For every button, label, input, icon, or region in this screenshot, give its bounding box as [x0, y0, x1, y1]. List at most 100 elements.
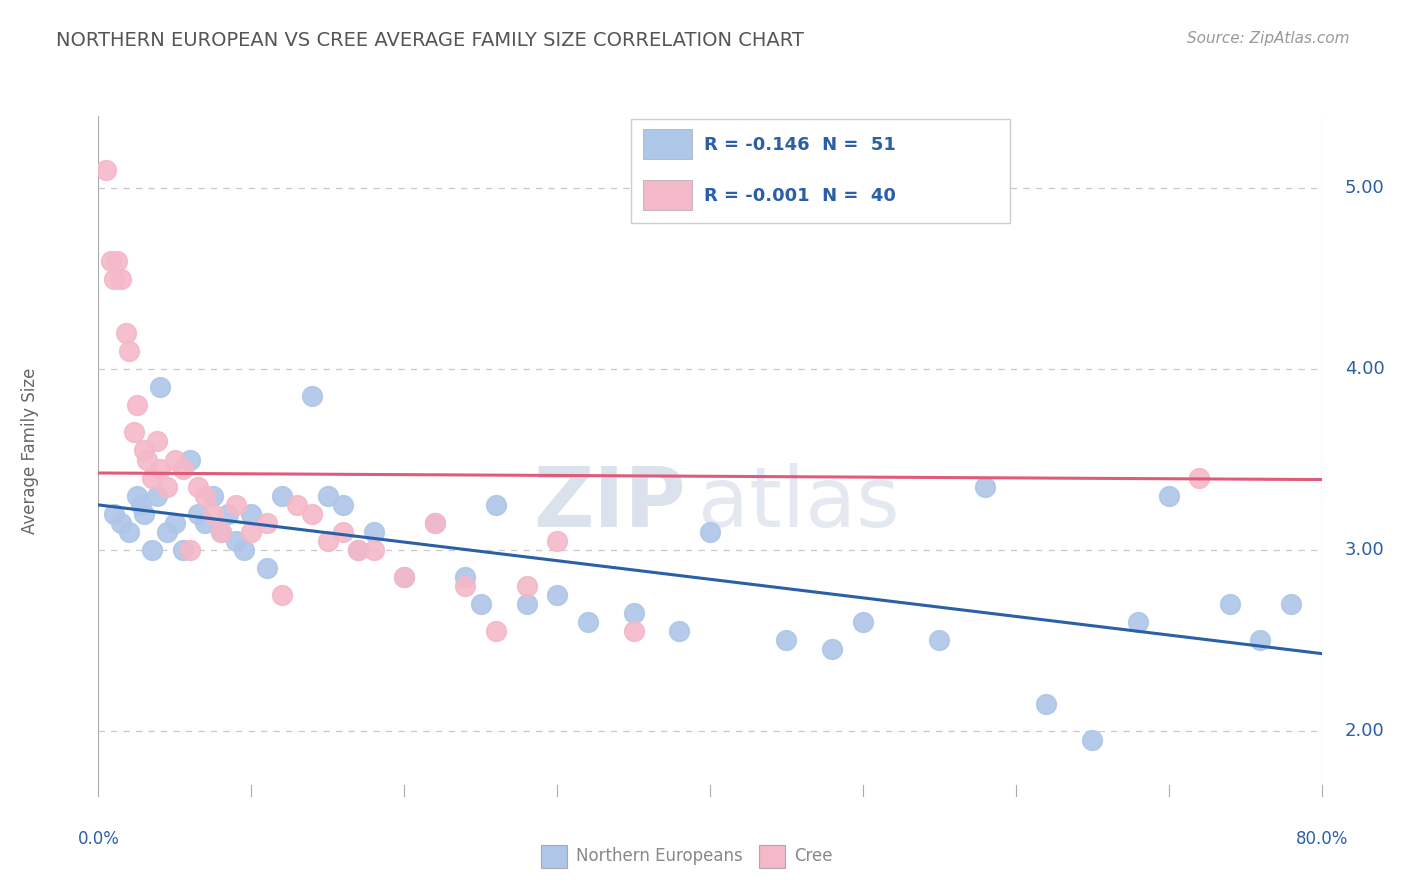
Point [270, 489, 294, 503]
Point [775, 633, 797, 648]
Point [163, 516, 186, 530]
Point [363, 524, 385, 539]
Point [179, 542, 201, 557]
Text: Average Family Size: Average Family Size [21, 368, 38, 533]
Point [141, 470, 163, 484]
Point [332, 498, 354, 512]
Point [928, 633, 950, 648]
Point [470, 597, 492, 611]
Point [821, 642, 844, 657]
FancyBboxPatch shape [643, 179, 692, 210]
Point [347, 542, 370, 557]
Point [1250, 633, 1272, 648]
Point [423, 516, 446, 530]
Point [156, 524, 179, 539]
Point [623, 606, 645, 620]
Text: 0.0%: 0.0% [77, 830, 120, 848]
Point [209, 524, 232, 539]
Point [1081, 732, 1104, 747]
Point [103, 507, 125, 521]
Point [516, 579, 538, 593]
Point [179, 452, 201, 467]
Point [105, 253, 128, 268]
Point [852, 615, 875, 630]
Text: 5.00: 5.00 [1344, 179, 1385, 197]
Point [156, 480, 179, 494]
Point [1219, 597, 1241, 611]
Point [145, 489, 167, 503]
Point [423, 516, 446, 530]
Point [974, 480, 997, 494]
Point [270, 588, 294, 602]
Point [103, 271, 125, 285]
Point [129, 498, 152, 512]
Point [392, 570, 416, 584]
Point [699, 524, 721, 539]
Point [232, 542, 254, 557]
Point [240, 524, 263, 539]
Point [149, 380, 172, 394]
Point [187, 480, 209, 494]
Point [110, 271, 132, 285]
Point [217, 507, 239, 521]
Point [623, 624, 645, 639]
Point [94, 163, 117, 178]
Point [240, 507, 263, 521]
Point [122, 425, 145, 440]
FancyBboxPatch shape [630, 120, 1010, 223]
Point [485, 498, 508, 512]
Point [285, 498, 308, 512]
Point [172, 542, 194, 557]
Point [256, 561, 278, 575]
Point [118, 524, 141, 539]
Point [1157, 489, 1180, 503]
Point [136, 452, 159, 467]
Point [194, 516, 217, 530]
Point [209, 524, 232, 539]
Text: 2.00: 2.00 [1344, 722, 1385, 739]
Point [1128, 615, 1150, 630]
Point [576, 615, 599, 630]
Point [316, 489, 339, 503]
Point [316, 533, 339, 548]
Point [187, 507, 209, 521]
Point [134, 443, 156, 458]
Point [301, 507, 323, 521]
Point [347, 542, 370, 557]
Point [225, 498, 247, 512]
Point [546, 588, 568, 602]
Point [546, 533, 568, 548]
Point [202, 489, 225, 503]
Text: R = -0.146  N =  51: R = -0.146 N = 51 [704, 136, 896, 153]
FancyBboxPatch shape [643, 129, 692, 160]
Text: Cree: Cree [794, 847, 832, 865]
Point [454, 570, 477, 584]
Text: 3.00: 3.00 [1344, 541, 1385, 559]
Text: atlas: atlas [697, 464, 900, 544]
Text: Source: ZipAtlas.com: Source: ZipAtlas.com [1187, 31, 1350, 46]
Point [125, 489, 148, 503]
Text: 80.0%: 80.0% [1295, 830, 1348, 848]
Point [301, 389, 323, 403]
Point [149, 461, 172, 475]
Point [485, 624, 508, 639]
Text: NORTHERN EUROPEAN VS CREE AVERAGE FAMILY SIZE CORRELATION CHART: NORTHERN EUROPEAN VS CREE AVERAGE FAMILY… [56, 31, 804, 50]
Point [668, 624, 690, 639]
Point [332, 524, 354, 539]
Point [516, 597, 538, 611]
Point [363, 542, 385, 557]
Text: 4.00: 4.00 [1344, 360, 1385, 378]
Point [134, 507, 156, 521]
Point [194, 489, 217, 503]
Point [225, 533, 247, 548]
Point [172, 461, 194, 475]
Point [118, 344, 141, 359]
Point [454, 579, 477, 593]
Text: R = -0.001  N =  40: R = -0.001 N = 40 [704, 187, 896, 205]
Point [1035, 697, 1057, 711]
Point [392, 570, 416, 584]
Point [125, 398, 148, 412]
Text: ZIP: ZIP [533, 464, 686, 544]
Point [256, 516, 278, 530]
Point [202, 507, 225, 521]
